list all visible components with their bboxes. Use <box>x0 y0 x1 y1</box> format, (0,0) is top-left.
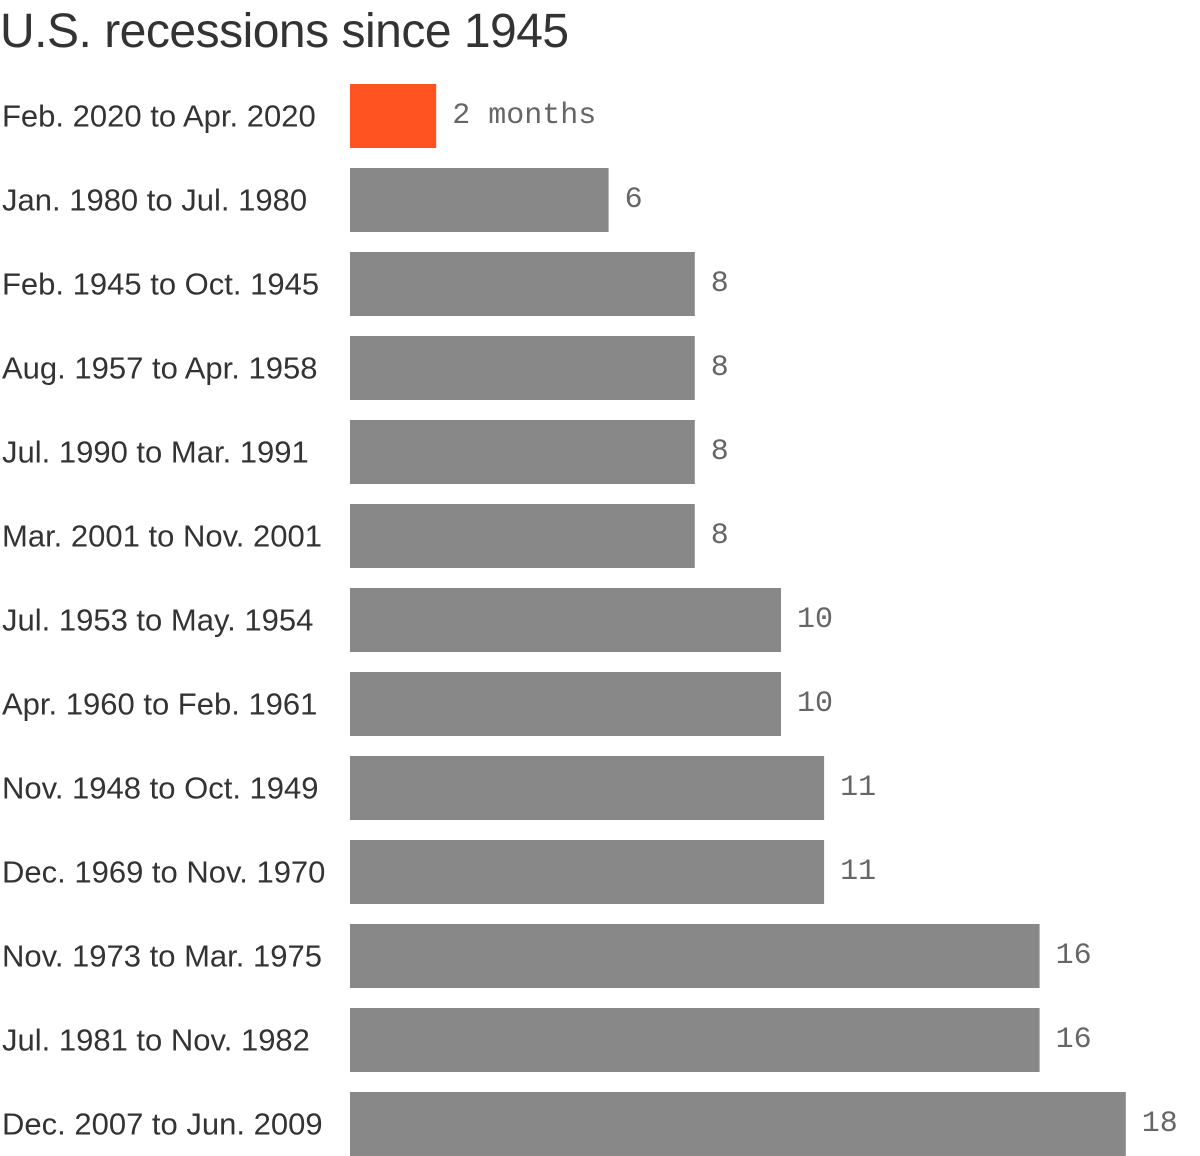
bar <box>350 252 695 316</box>
bar-highlight <box>350 84 437 148</box>
bar <box>350 504 695 568</box>
value-label: 11 <box>840 771 876 805</box>
value-label: 18 <box>1142 1107 1178 1141</box>
bar <box>350 168 609 232</box>
value-label: 8 <box>711 351 729 385</box>
value-label: 8 <box>711 267 729 301</box>
bar <box>350 1008 1040 1072</box>
value-label: 8 <box>711 519 729 553</box>
bar <box>350 336 695 400</box>
category-label: Nov. 1973 to Mar. 1975 <box>2 939 322 974</box>
category-label: Jul. 1953 to May. 1954 <box>2 603 313 638</box>
category-label: Feb. 1945 to Oct. 1945 <box>2 267 319 302</box>
category-label: Feb. 2020 to Apr. 2020 <box>2 99 316 134</box>
category-label: Nov. 1948 to Oct. 1949 <box>2 771 319 806</box>
value-label: 16 <box>1056 1023 1092 1057</box>
value-label: 16 <box>1056 939 1092 973</box>
value-label: 2 months <box>452 99 596 133</box>
category-label: Jul. 1981 to Nov. 1982 <box>2 1023 310 1058</box>
value-label: 10 <box>797 687 833 721</box>
value-label: 8 <box>711 435 729 469</box>
bar <box>350 588 781 652</box>
value-label: 11 <box>840 855 876 889</box>
category-label: Dec. 1969 to Nov. 1970 <box>2 855 325 890</box>
bar <box>350 840 825 904</box>
chart-title: U.S. recessions since 1945 <box>0 5 569 58</box>
category-label: Aug. 1957 to Apr. 1958 <box>2 351 317 386</box>
category-label: Apr. 1960 to Feb. 1961 <box>2 687 317 722</box>
category-label: Jan. 1980 to Jul. 1980 <box>2 183 307 218</box>
bar <box>350 924 1040 988</box>
value-labels: 2 months 6 8 8 8 8 10 10 11 11 16 16 18 <box>452 99 1178 1141</box>
bar <box>350 672 781 736</box>
category-label: Jul. 1990 to Mar. 1991 <box>2 435 309 470</box>
category-label: Dec. 2007 to Jun. 2009 <box>2 1107 323 1142</box>
value-label: 10 <box>797 603 833 637</box>
bar <box>350 1092 1126 1156</box>
bar <box>350 420 695 484</box>
value-label: 6 <box>625 183 643 217</box>
bar <box>350 756 825 820</box>
bars <box>350 84 1126 1156</box>
category-labels: Feb. 2020 to Apr. 2020 Jan. 1980 to Jul. … <box>2 99 325 1142</box>
category-label: Mar. 2001 to Nov. 2001 <box>2 519 322 554</box>
